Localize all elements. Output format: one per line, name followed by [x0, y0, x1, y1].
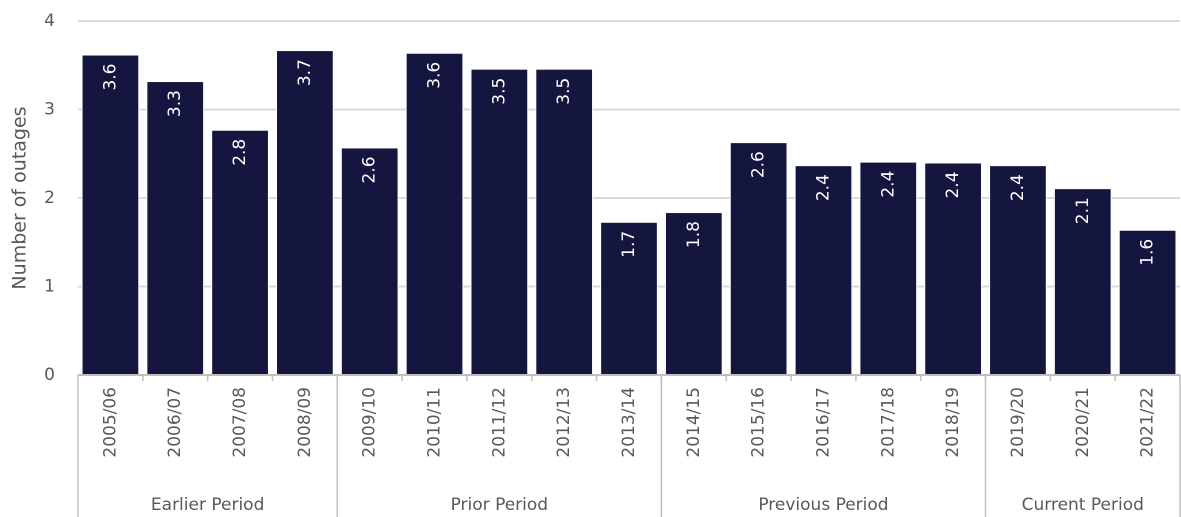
x-tick-label: 2017/18	[878, 387, 898, 458]
bar	[1053, 188, 1112, 376]
y-tick-label: 0	[44, 365, 55, 385]
bar	[470, 68, 529, 377]
value-label: 1.8	[684, 221, 704, 248]
value-label: 2.4	[878, 171, 898, 198]
bar	[405, 52, 464, 377]
bar	[535, 68, 594, 377]
x-tick-label: 2014/15	[684, 387, 704, 458]
x-tick-label: 2011/12	[489, 387, 509, 458]
group-label: Prior Period	[451, 495, 548, 515]
y-tick-label: 1	[44, 277, 55, 297]
value-label: 3.5	[554, 78, 574, 105]
value-label: 3.7	[295, 59, 315, 86]
value-label: 2.1	[1073, 197, 1093, 224]
x-tick-label: 2019/20	[1008, 387, 1028, 458]
value-label: 2.6	[749, 151, 769, 178]
value-label: 1.7	[619, 231, 639, 258]
value-label: 2.4	[813, 174, 833, 201]
y-axis-label: Number of outages	[9, 106, 31, 289]
x-tick-label: 2012/13	[554, 387, 574, 458]
x-tick-label: 2018/19	[943, 387, 963, 458]
x-tick-label: 2008/09	[295, 387, 315, 458]
bar	[924, 162, 982, 376]
value-label: 3.3	[165, 90, 185, 117]
value-label: 1.6	[1138, 239, 1158, 266]
group-label: Current Period	[1022, 495, 1144, 515]
bar	[729, 142, 788, 376]
group-label: Previous Period	[758, 495, 888, 515]
y-tick-label: 2	[44, 188, 55, 208]
x-tick-label: 2007/08	[230, 387, 250, 458]
x-tick-label: 2010/11	[425, 387, 445, 458]
bar	[81, 54, 140, 376]
bar	[600, 221, 658, 376]
value-label: 3.6	[100, 64, 120, 91]
value-label: 3.6	[425, 62, 445, 89]
value-label: 2.6	[360, 156, 380, 183]
x-tick-label: 2005/06	[100, 387, 120, 458]
value-label: 2.4	[1008, 174, 1028, 201]
bar	[276, 50, 334, 377]
x-tick-label: 2006/07	[165, 387, 185, 458]
x-tick-label: 2009/10	[360, 387, 380, 458]
value-label: 3.5	[489, 78, 509, 105]
bar	[340, 147, 399, 376]
y-tick-label: 4	[44, 11, 55, 31]
bar	[794, 165, 853, 376]
bar	[664, 212, 723, 376]
value-label: 2.4	[943, 171, 963, 198]
bar	[211, 129, 269, 376]
x-tick-label: 2016/17	[813, 387, 833, 458]
x-tick-label: 2020/21	[1073, 387, 1093, 458]
value-label: 2.8	[230, 139, 250, 166]
x-tick-label: 2021/22	[1138, 387, 1158, 458]
y-tick-label: 3	[44, 100, 55, 120]
group-label: Earlier Period	[151, 495, 264, 515]
x-tick-label: 2015/16	[749, 387, 769, 458]
x-tick-label: 2013/14	[619, 387, 639, 458]
bar	[146, 81, 205, 376]
